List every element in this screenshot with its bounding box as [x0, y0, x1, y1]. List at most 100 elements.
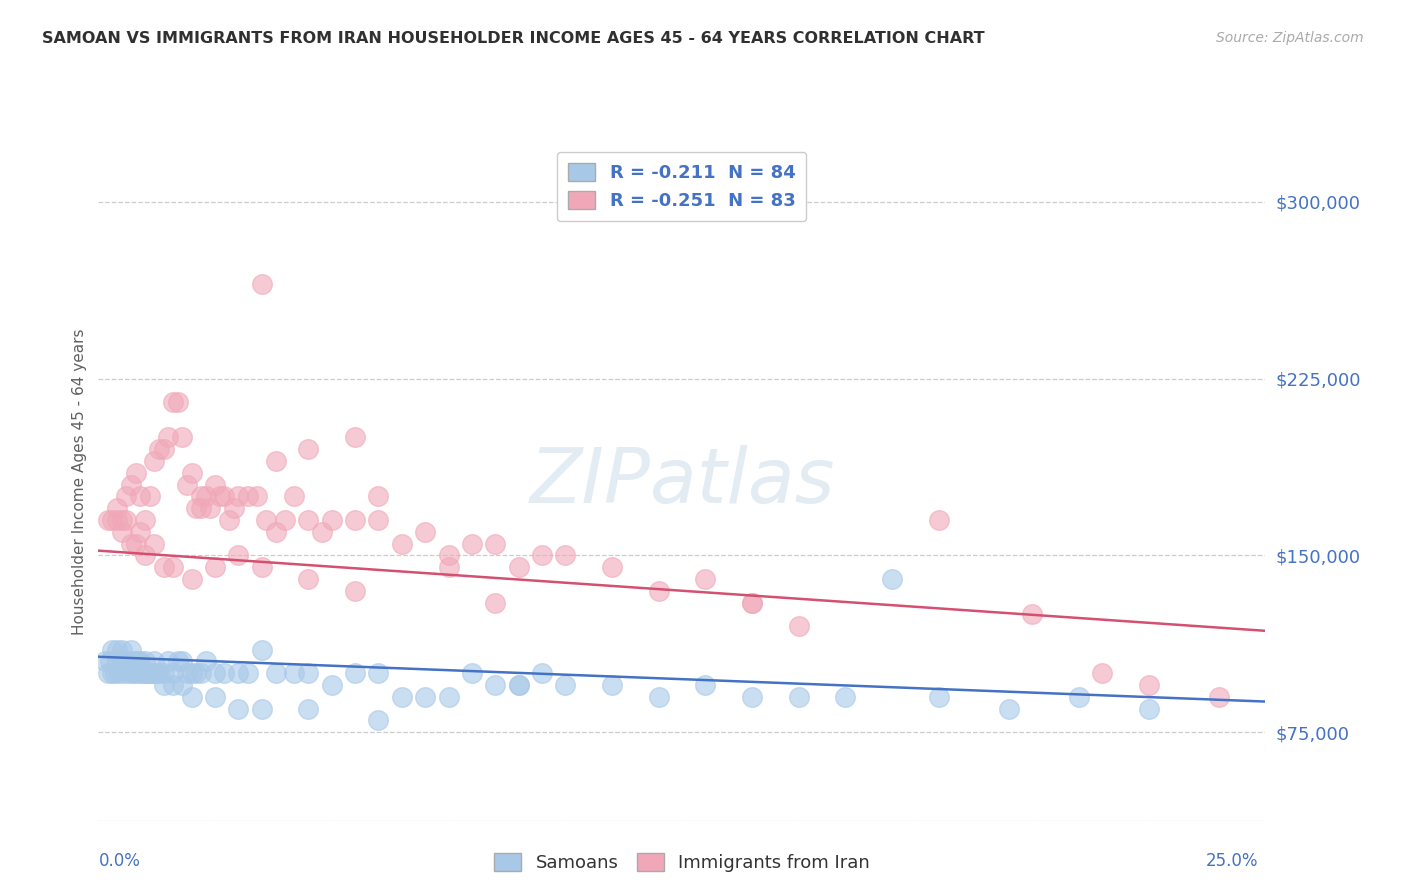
Point [787, 690, 810, 704]
Point [204, 666, 226, 681]
Point [530, 549, 553, 563]
Point [118, 666, 141, 681]
Point [101, 513, 124, 527]
Point [214, 490, 236, 504]
Point [297, 701, 319, 715]
Point [321, 513, 343, 527]
Point [105, 642, 128, 657]
Point [228, 549, 250, 563]
Point [162, 395, 184, 409]
Point [157, 430, 180, 444]
Point [413, 524, 436, 539]
Point [172, 430, 194, 444]
Point [250, 277, 273, 292]
Point [115, 655, 138, 669]
Point [391, 536, 413, 550]
Point [180, 466, 202, 480]
Point [204, 690, 226, 704]
Point [105, 501, 128, 516]
Point [125, 466, 148, 480]
Point [112, 666, 135, 681]
Point [134, 549, 156, 563]
Point [484, 536, 506, 550]
Point [111, 513, 134, 527]
Point [115, 490, 138, 504]
Point [104, 666, 127, 681]
Point [152, 678, 174, 692]
Point [297, 513, 319, 527]
Point [194, 655, 217, 669]
Point [214, 666, 236, 681]
Legend: Samoans, Immigrants from Iran: Samoans, Immigrants from Iran [486, 846, 877, 880]
Point [162, 666, 184, 681]
Point [264, 524, 287, 539]
Point [530, 666, 553, 681]
Point [344, 666, 367, 681]
Point [1137, 701, 1160, 715]
Point [120, 477, 142, 491]
Point [508, 560, 530, 574]
Point [367, 513, 389, 527]
Point [172, 678, 194, 692]
Point [1137, 678, 1160, 692]
Point [125, 655, 148, 669]
Point [741, 595, 763, 609]
Point [344, 430, 367, 444]
Point [143, 454, 166, 468]
Point [367, 714, 389, 728]
Point [1021, 607, 1043, 622]
Point [228, 666, 250, 681]
Point [250, 701, 273, 715]
Point [437, 690, 460, 704]
Point [256, 513, 278, 527]
Point [180, 666, 202, 681]
Point [297, 666, 319, 681]
Point [129, 666, 152, 681]
Point [125, 666, 148, 681]
Point [311, 524, 333, 539]
Point [997, 701, 1019, 715]
Point [250, 642, 273, 657]
Point [391, 690, 413, 704]
Point [200, 501, 222, 516]
Point [162, 560, 184, 574]
Point [695, 572, 717, 586]
Point [176, 666, 198, 681]
Point [321, 678, 343, 692]
Y-axis label: Householder Income Ages 45 - 64 years: Householder Income Ages 45 - 64 years [72, 328, 87, 635]
Point [172, 655, 194, 669]
Point [139, 666, 162, 681]
Point [186, 666, 208, 681]
Point [928, 690, 950, 704]
Point [98, 655, 121, 669]
Text: ZIPatlas: ZIPatlas [529, 445, 835, 518]
Point [143, 666, 166, 681]
Point [157, 655, 180, 669]
Point [250, 560, 273, 574]
Point [180, 572, 202, 586]
Point [204, 560, 226, 574]
Point [166, 395, 188, 409]
Point [105, 513, 128, 527]
Point [461, 666, 484, 681]
Point [283, 666, 305, 681]
Point [129, 655, 152, 669]
Point [508, 678, 530, 692]
Point [283, 490, 305, 504]
Point [152, 666, 174, 681]
Point [880, 572, 903, 586]
Point [122, 666, 145, 681]
Text: SAMOAN VS IMMIGRANTS FROM IRAN HOUSEHOLDER INCOME AGES 45 - 64 YEARS CORRELATION: SAMOAN VS IMMIGRANTS FROM IRAN HOUSEHOLD… [42, 31, 984, 46]
Point [162, 678, 184, 692]
Point [105, 655, 128, 669]
Point [125, 536, 148, 550]
Point [166, 655, 188, 669]
Point [194, 490, 217, 504]
Point [695, 678, 717, 692]
Text: Source: ZipAtlas.com: Source: ZipAtlas.com [1216, 31, 1364, 45]
Point [484, 678, 506, 692]
Point [139, 490, 162, 504]
Point [461, 536, 484, 550]
Point [120, 536, 142, 550]
Text: 0.0%: 0.0% [98, 852, 141, 870]
